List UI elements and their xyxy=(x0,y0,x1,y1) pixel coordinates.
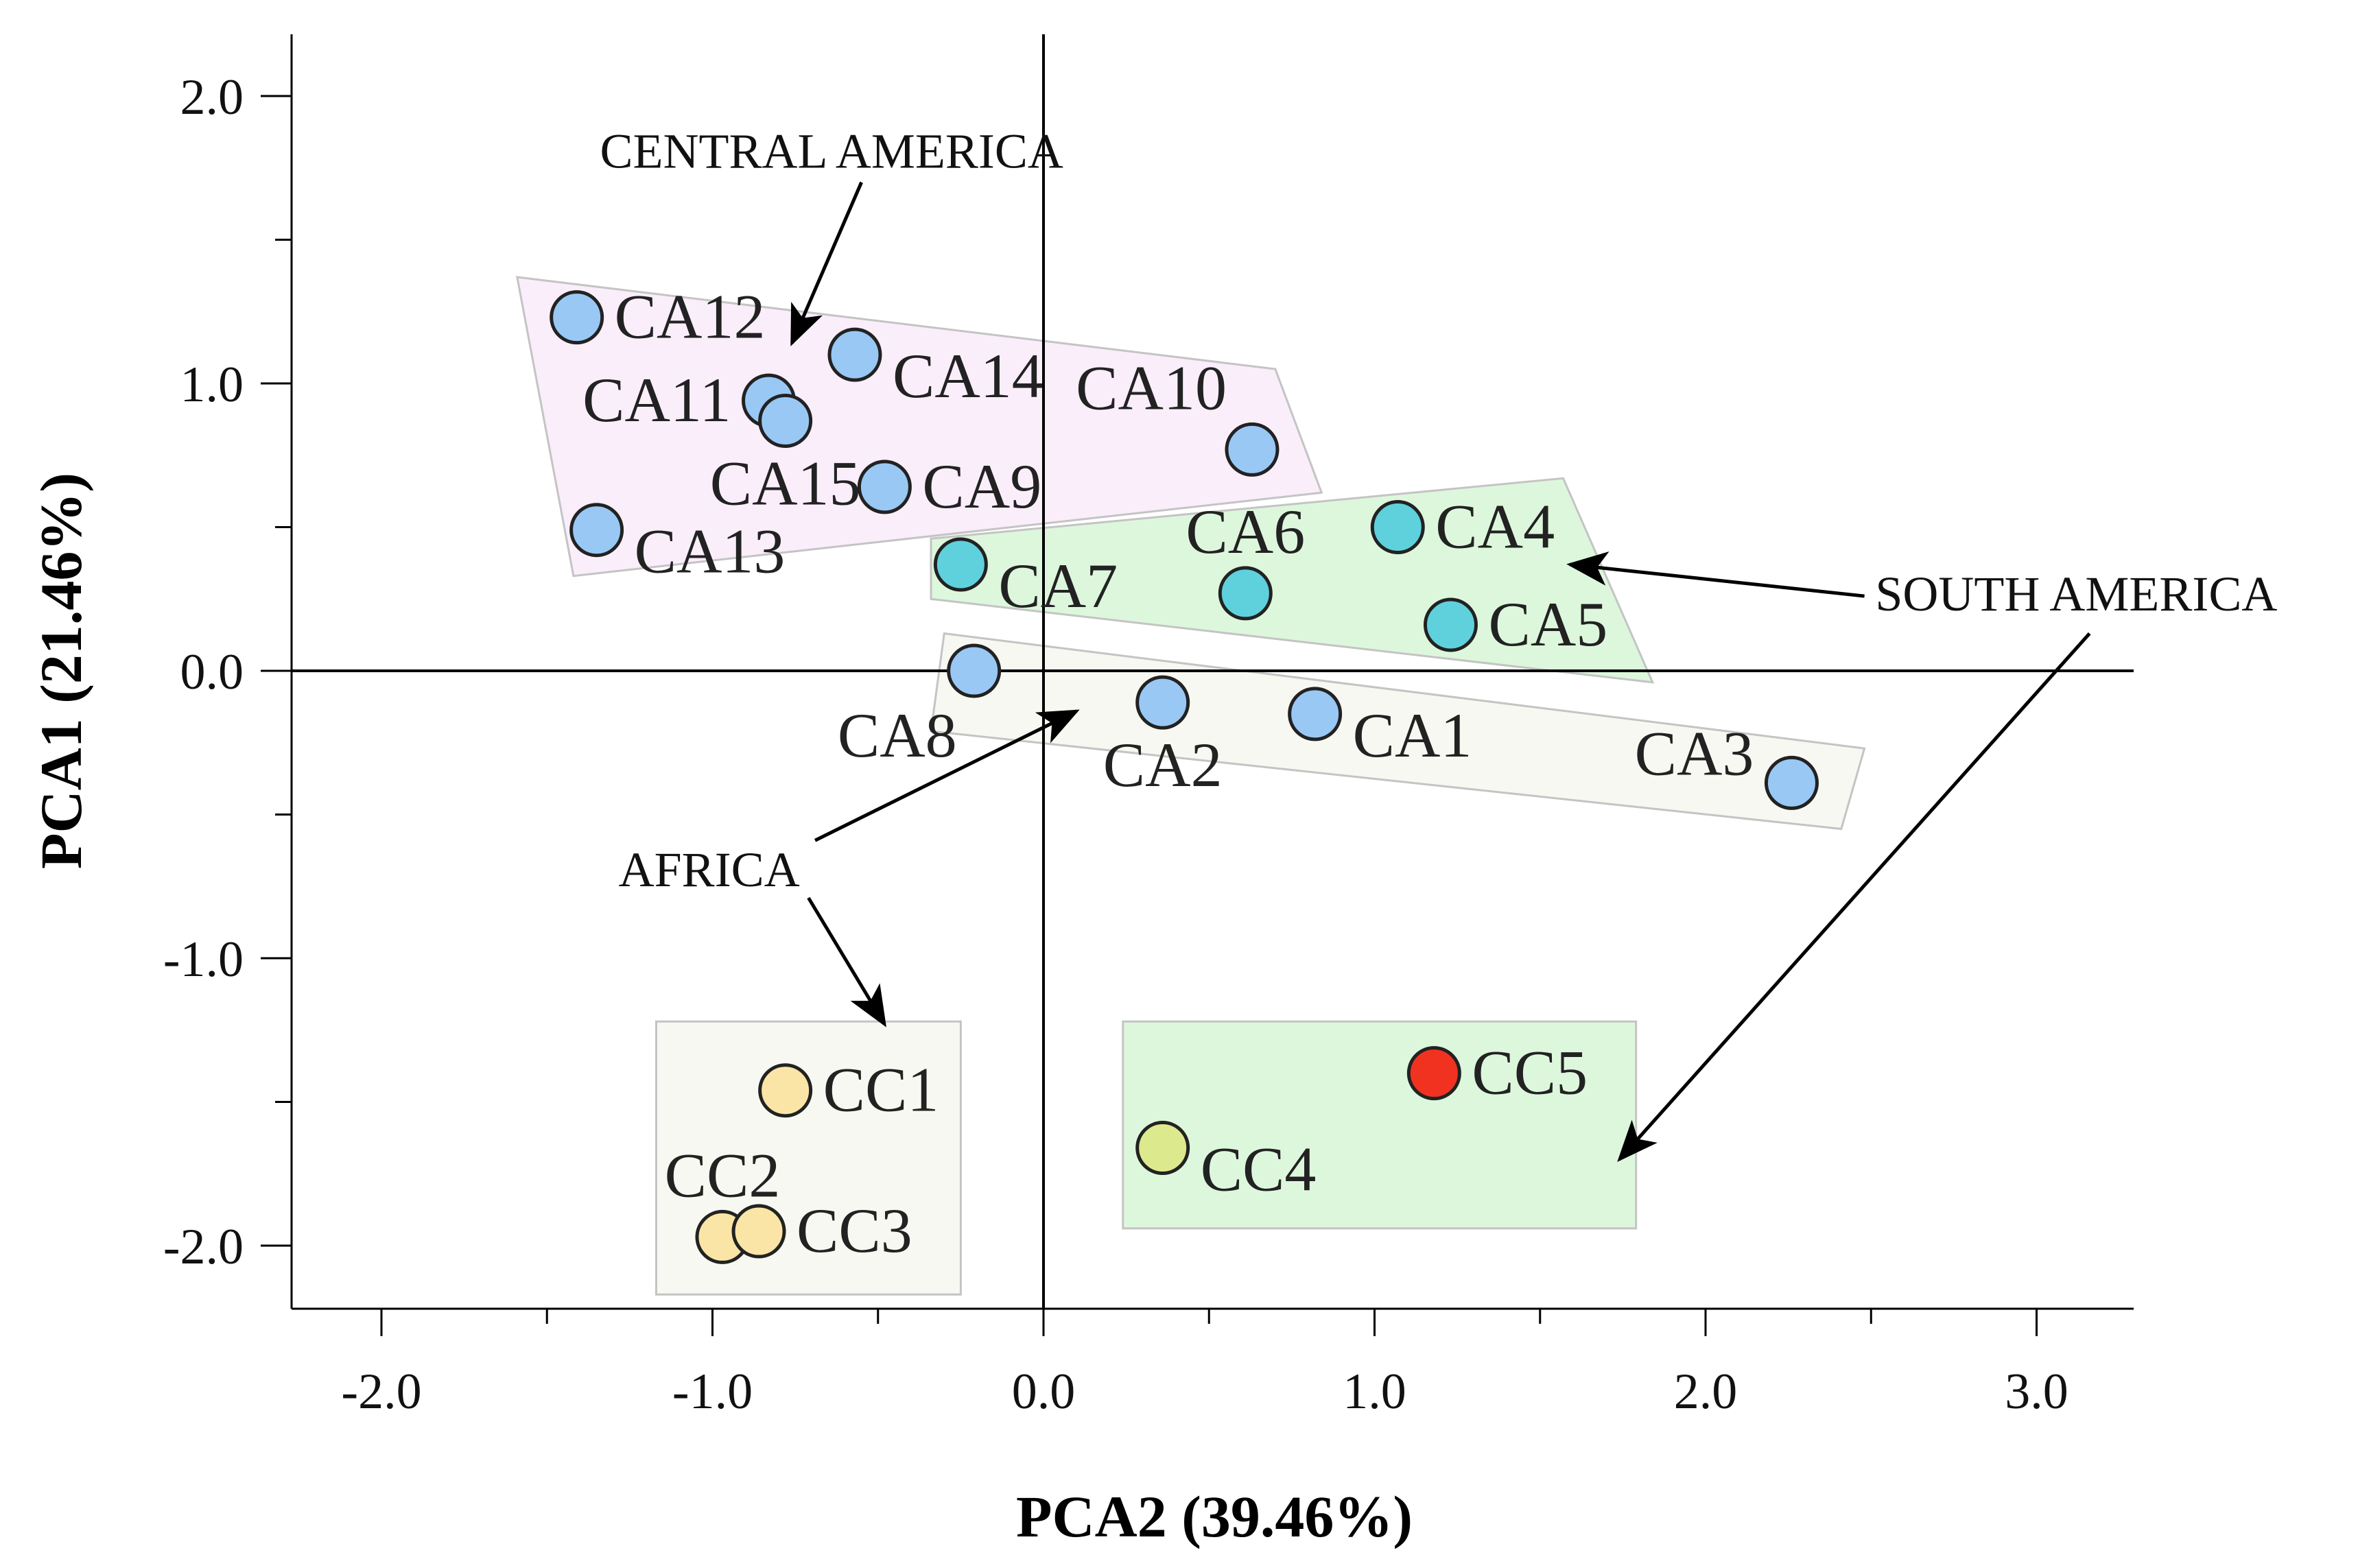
point-ca15 xyxy=(758,393,813,448)
point-cc5 xyxy=(1406,1046,1461,1101)
point-label-ca15: CA15 xyxy=(710,448,861,518)
point-label-ca10: CA10 xyxy=(1076,353,1227,423)
y-tick-label: 0.0 xyxy=(180,644,244,700)
x-tick-label: 3.0 xyxy=(2005,1364,2068,1420)
point-label-ca11: CA11 xyxy=(582,365,731,435)
point-label-ca7: CA7 xyxy=(998,551,1118,621)
x-tick-label: 0.0 xyxy=(1012,1364,1076,1420)
point-ca2 xyxy=(1135,675,1190,730)
point-cc4 xyxy=(1135,1121,1190,1176)
annotation-central-america: CENTRAL AMERICA xyxy=(600,124,1063,179)
point-cc1 xyxy=(758,1063,813,1118)
point-ca14 xyxy=(827,327,882,382)
point-ca5 xyxy=(1423,597,1478,652)
annotation-africa: AFRICA xyxy=(619,842,800,897)
point-ca12 xyxy=(550,290,604,345)
y-tick-label: 1.0 xyxy=(180,357,244,413)
point-ca10 xyxy=(1225,422,1280,477)
point-label-ca13: CA13 xyxy=(635,516,786,586)
region-central-america-0 xyxy=(515,276,1323,578)
point-label-ca9: CA9 xyxy=(922,451,1041,521)
y-axis-title: PCA1 (21.46%) xyxy=(28,473,94,869)
point-ca13 xyxy=(569,503,624,558)
point-ca1 xyxy=(1288,687,1343,741)
region-south-america-4 xyxy=(1122,1020,1638,1230)
y-tick-label: -2.0 xyxy=(163,1219,244,1275)
point-label-ca4: CA4 xyxy=(1435,492,1555,562)
point-ca8 xyxy=(947,643,1002,698)
point-label-ca2: CA2 xyxy=(1103,730,1223,800)
annotation-arrow xyxy=(814,709,1080,842)
point-label-ca12: CA12 xyxy=(615,282,766,352)
y-tick-label: -1.0 xyxy=(163,931,244,988)
point-label-ca5: CA5 xyxy=(1488,589,1607,659)
x-tick-label: 2.0 xyxy=(1674,1364,1738,1420)
point-label-cc1: CC1 xyxy=(823,1055,939,1125)
point-label-ca8: CA8 xyxy=(838,700,957,770)
point-label-cc5: CC5 xyxy=(1472,1038,1588,1108)
x-tick-label: -2.0 xyxy=(341,1364,421,1420)
point-ca9 xyxy=(857,460,912,514)
point-ca6 xyxy=(1218,566,1273,621)
axes: -2.0 -1.0 0.0 1.0 2.0 3.0 2.0 1.0 0.0 -1.0 -2.0 xyxy=(163,34,2134,1420)
point-ca3 xyxy=(1764,755,1819,810)
point-label-cc3: CC3 xyxy=(797,1196,912,1266)
annotation-arrows xyxy=(790,181,2091,1163)
annotation-arrow xyxy=(1617,632,2091,1163)
region-annotations: CENTRAL AMERICA SOUTH AMERICA AFRICA xyxy=(600,124,2278,897)
point-label-ca14: CA14 xyxy=(893,341,1044,411)
point-label-ca1: CA1 xyxy=(1353,700,1472,770)
annotation-arrow xyxy=(807,896,886,1027)
annotation-arrow xyxy=(790,181,863,346)
y-tick-label: 2.0 xyxy=(180,69,244,126)
x-tick-label: 1.0 xyxy=(1343,1364,1406,1420)
annotation-arrow xyxy=(1566,551,1865,598)
point-label-ca6: CA6 xyxy=(1186,497,1305,567)
x-tick-label: -1.0 xyxy=(672,1364,753,1420)
point-cc3 xyxy=(731,1204,786,1259)
data-points xyxy=(550,290,1819,1264)
point-label-cc2: CC2 xyxy=(665,1140,781,1210)
point-ca7 xyxy=(933,537,988,592)
point-label-cc4: CC4 xyxy=(1201,1135,1317,1204)
annotation-south-america: SOUTH AMERICA xyxy=(1875,567,2277,621)
x-axis-title: PCA2 (39.46%) xyxy=(1016,1484,1413,1549)
point-label-ca3: CA3 xyxy=(1635,718,1754,788)
point-ca4 xyxy=(1370,500,1425,554)
